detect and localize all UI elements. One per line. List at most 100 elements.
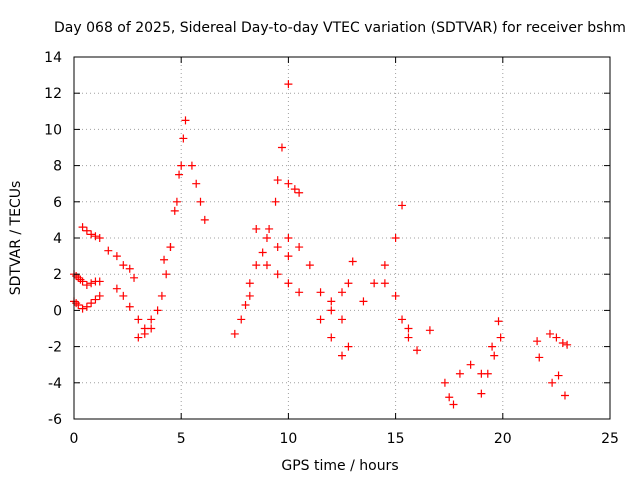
data-point [338,351,346,360]
data-point [305,261,314,270]
series-prn-w [455,317,503,378]
data-point [338,315,346,324]
series-prn-d [78,223,104,242]
series-prn-z [545,329,572,349]
data-point [344,279,353,288]
data-point [496,333,505,342]
data-point [348,257,357,266]
data-point [82,302,91,311]
data-point [104,246,113,255]
data-point [380,279,389,288]
data-point [370,279,379,288]
data-point [391,291,400,300]
data-point [284,234,293,242]
series-prn-q [316,315,353,360]
y-tick-label: 8 [53,159,62,175]
series-prn-n [273,176,304,197]
series-prn-v [440,378,458,409]
data-point [78,223,87,232]
data-point [295,288,304,297]
data-point [175,170,184,179]
y-tick-label: -4 [48,376,62,392]
data-point [200,215,209,224]
grid-lines [74,57,610,419]
data-point [316,288,325,297]
data-point [398,315,407,324]
x-tick-label: 10 [279,431,297,447]
data-point [262,261,271,270]
data-points [70,80,572,409]
series-prn-o [262,261,304,297]
x-tick-label: 20 [494,431,512,447]
data-point [125,264,134,273]
data-point [130,273,139,282]
data-point [91,295,100,304]
data-point [252,261,261,270]
data-point [112,252,121,261]
series-prn-r [327,257,357,306]
data-point [95,291,104,300]
data-point [398,201,407,210]
data-point [170,206,179,215]
data-point [187,161,196,170]
data-point [404,324,413,333]
data-point [74,300,83,309]
axis-ticks [73,56,611,420]
data-point [153,306,162,315]
data-point [237,315,246,324]
data-point [449,400,458,409]
series-prn-e [78,291,104,313]
data-point [425,326,434,335]
data-point [140,324,149,333]
data-point [230,329,239,338]
data-point [273,270,282,279]
data-point [119,291,128,300]
series-prn-s [359,201,407,306]
series-prn-x [477,333,505,398]
data-point [87,299,96,308]
data-point [359,297,368,306]
series-prn-t [380,279,413,342]
data-point [548,378,557,387]
data-point [316,315,325,324]
data-point [391,234,400,242]
y-tick-label: 0 [53,303,62,319]
data-point [245,279,254,288]
y-tick-label: 2 [53,267,62,283]
data-point [125,302,134,311]
y-tick-label: 6 [53,195,62,211]
data-point [404,333,413,342]
data-point [338,288,346,297]
data-point [245,291,254,300]
data-point [179,134,188,143]
data-point [160,255,169,264]
data-point [196,197,205,206]
data-point [284,179,293,188]
series-prn-u [404,324,434,355]
data-point [147,315,156,324]
data-point [560,391,569,400]
data-point [112,284,121,293]
data-point [290,185,299,194]
data-point [119,261,128,270]
data-point [157,291,166,300]
x-tick-label: 25 [601,431,619,447]
data-point [134,333,143,342]
chart-title: Day 068 of 2025, Sidereal Day-to-day VTE… [54,20,626,36]
data-point [554,371,563,380]
data-point [87,279,96,288]
data-point [181,116,190,125]
x-tick-label: 0 [70,431,79,447]
data-point [265,224,274,233]
data-point [295,188,304,197]
y-tick-label: 4 [53,231,62,247]
series-prn-l [245,80,293,288]
data-point [258,248,267,257]
data-point [277,143,286,152]
data-point [327,297,336,306]
data-point [327,306,336,315]
data-point [273,243,282,252]
data-point [82,281,91,290]
